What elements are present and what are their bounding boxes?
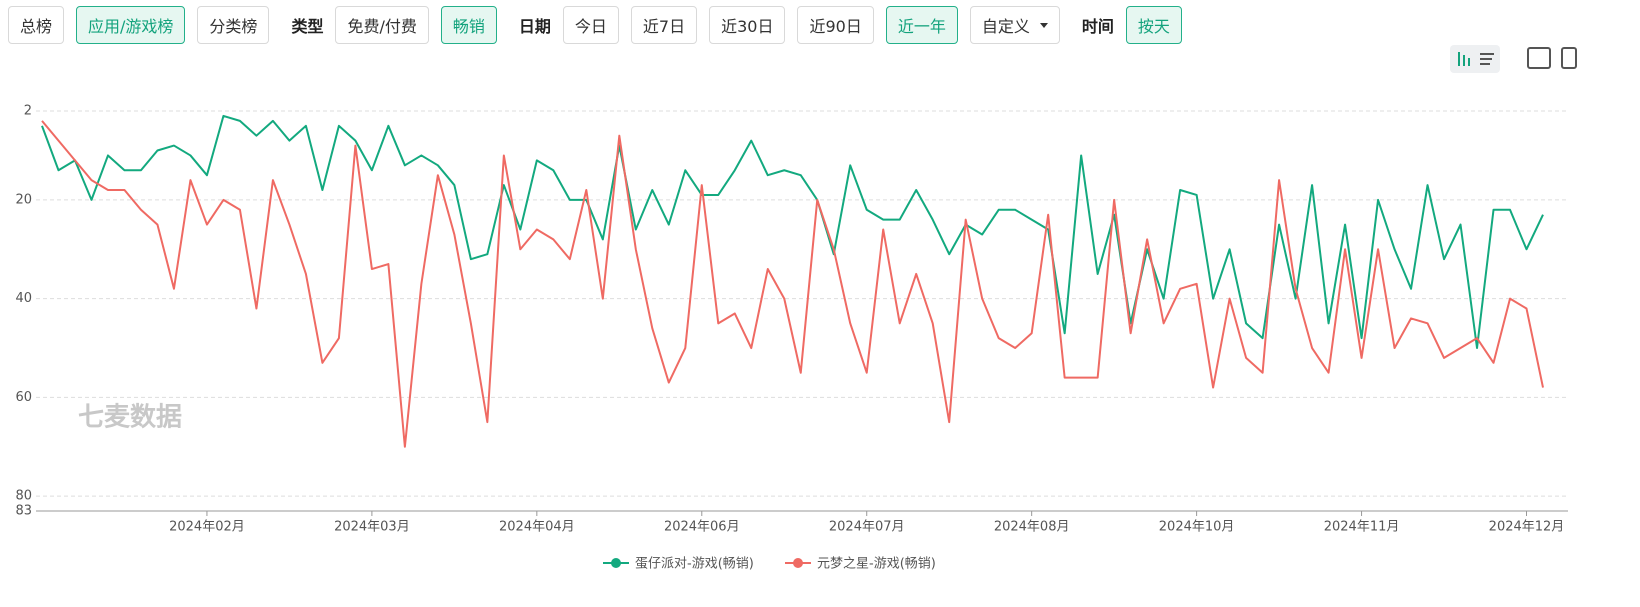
icon — [1480, 63, 1490, 65]
icon — [1463, 55, 1465, 66]
filter-button[interactable]: 自定义 — [969, 6, 1060, 44]
filter-button[interactable]: 近7日 — [630, 6, 698, 44]
x-tick-label: 2024年11月 — [1324, 520, 1400, 535]
x-tick-label: 2024年07月 — [829, 520, 905, 535]
filter-label: 时间 — [1081, 17, 1114, 36]
icon — [1480, 58, 1492, 60]
y-tick-label: 40 — [15, 291, 32, 306]
filter-button[interactable]: 免费/付费 — [335, 6, 429, 44]
dropdown-caret — [1039, 23, 1048, 32]
filter-button[interactable]: 分类榜 — [197, 6, 270, 44]
filter-button[interactable]: 近30日 — [709, 6, 786, 44]
x-tick-label: 2024年06月 — [664, 520, 740, 535]
series-line — [41, 114, 1544, 350]
filter-button[interactable]: 应用/游戏榜 — [76, 6, 186, 44]
filter-label: 类型 — [291, 17, 324, 36]
filter-button[interactable]: 近90日 — [797, 6, 874, 44]
legend-label[interactable]: 元梦之星-游戏(畅销) — [817, 557, 936, 572]
y-tick-label: 60 — [15, 390, 32, 405]
x-tick-label: 2024年12月 — [1489, 520, 1565, 535]
filter-button[interactable]: 总榜 — [8, 6, 65, 44]
image-icon[interactable] — [1527, 47, 1551, 69]
x-tick-label: 2024年03月 — [334, 520, 410, 535]
export-icon[interactable] — [1561, 47, 1577, 69]
icon — [1480, 53, 1494, 55]
x-tick-label: 2024年04月 — [499, 520, 575, 535]
icon — [1458, 52, 1460, 66]
filter-button[interactable]: 畅销 — [440, 6, 497, 44]
y-tick-label: 2 — [24, 104, 32, 119]
toolbar: 总榜 应用/游戏榜 分类榜 类型 免费/付费 畅销 日期 今日 近7日 近30日 近90日 近一年 自定… — [8, 6, 1182, 44]
y-tick-label: 80 — [15, 489, 32, 504]
x-tick-label: 2024年08月 — [994, 520, 1070, 535]
legend-label[interactable]: 蛋仔派对-游戏(畅销) — [635, 557, 754, 572]
x-tick-label: 2024年02月 — [169, 520, 245, 535]
filter-button[interactable]: 按天 — [1125, 6, 1182, 44]
icon — [1468, 58, 1470, 66]
x-tick-label: 2024年10月 — [1159, 520, 1235, 535]
legend-swatch — [611, 558, 621, 568]
series-line — [41, 120, 1544, 448]
y-tick-label: 20 — [15, 192, 32, 207]
view-toggle[interactable] — [1450, 45, 1500, 73]
filter-button[interactable]: 近一年 — [885, 6, 958, 44]
watermark: 七麦数据 — [78, 403, 182, 433]
filter-button[interactable]: 今日 — [562, 6, 619, 44]
y-tick-label: 83 — [15, 504, 32, 519]
filter-label: 日期 — [518, 17, 551, 36]
legend-swatch — [793, 558, 803, 568]
